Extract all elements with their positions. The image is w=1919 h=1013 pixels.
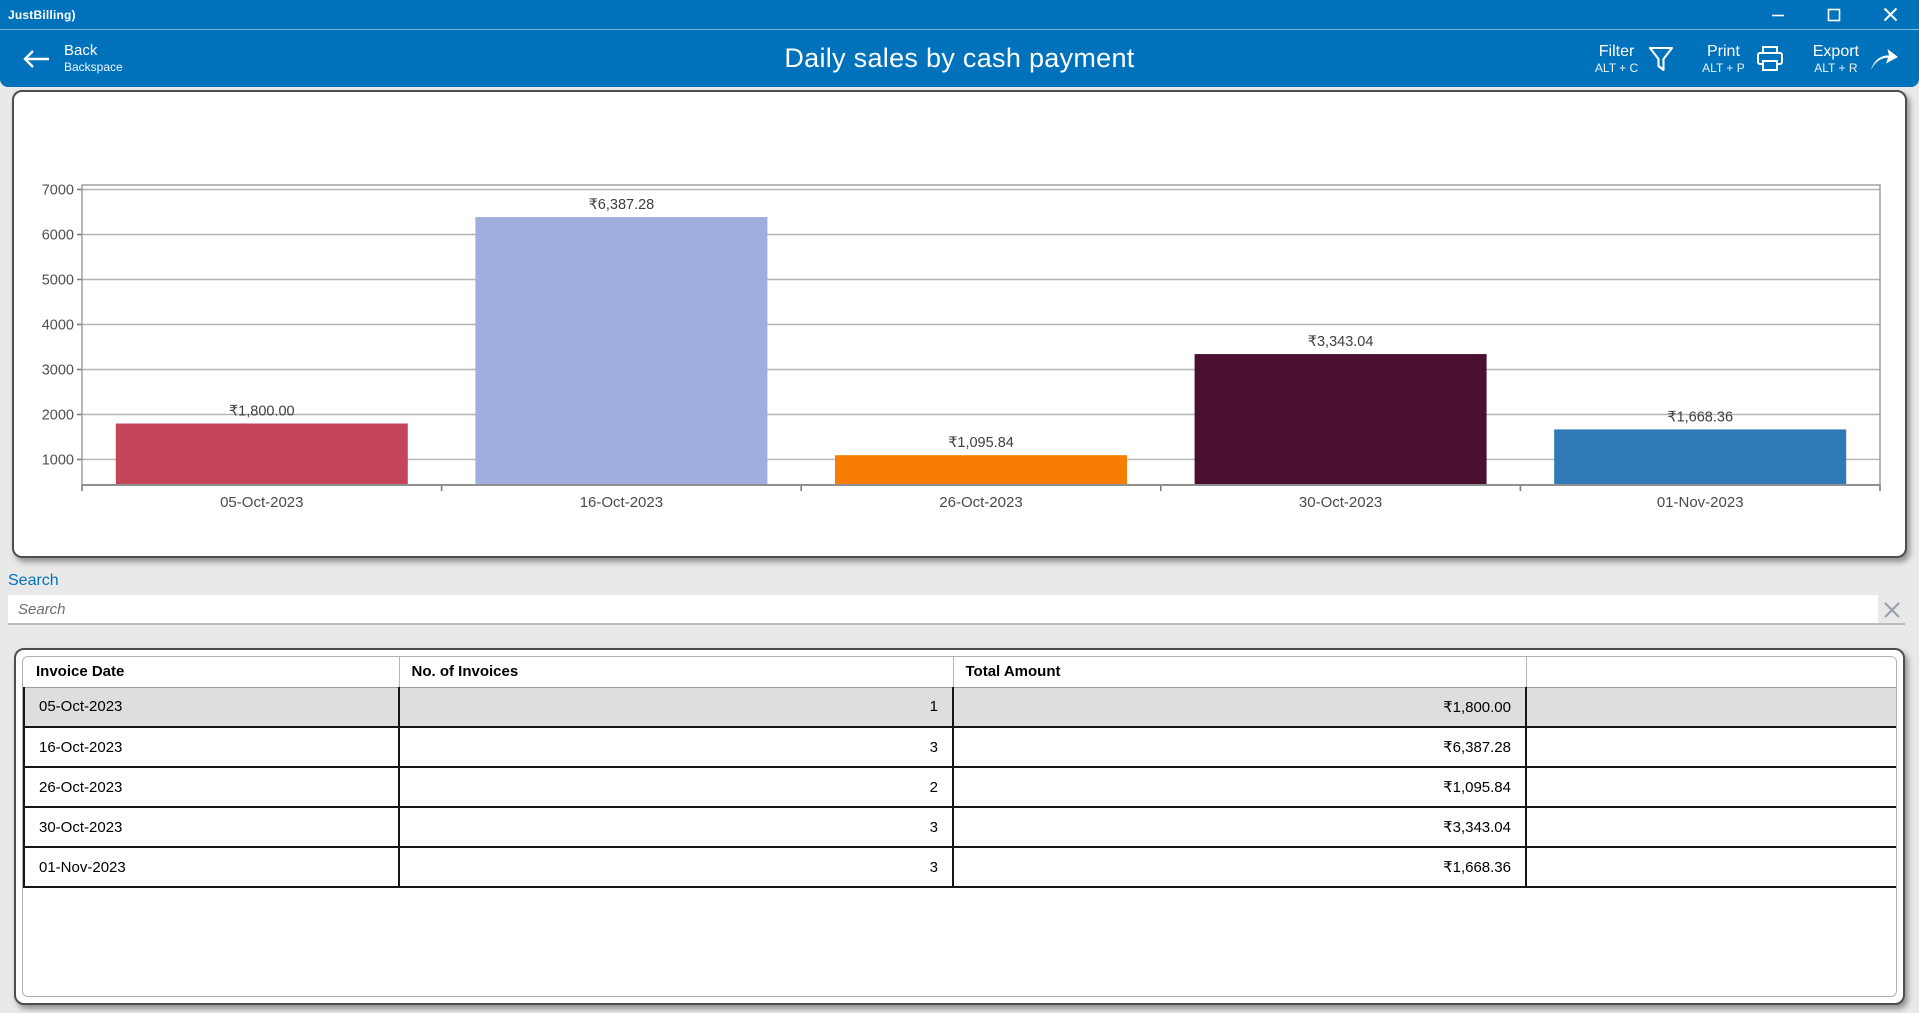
bar-01-Nov-2023[interactable] [1554,429,1847,485]
table-row[interactable]: 26-Oct-2023 2 ₹1,095.84 [23,767,1896,808]
col-header-invoice-date[interactable]: Invoice Date [24,657,400,688]
back-arrow-icon [23,49,49,68]
table-header-row: Invoice Date No. of Invoices Total Amoun… [24,657,1896,688]
results-table-border: Invoice Date No. of Invoices Total Amoun… [22,656,1897,997]
cell-date[interactable]: 26-Oct-2023 [23,767,400,808]
cell-empty[interactable] [1526,727,1896,768]
x-axis-label: 16-Oct-2023 [580,494,663,511]
table-row[interactable]: 30-Oct-2023 3 ₹3,343.04 [23,807,1896,848]
cell-amount[interactable]: ₹1,095.84 [953,767,1527,808]
header-actions: Filter ALT + C Print ALT + P [1585,30,1909,87]
svg-text:4000: 4000 [42,317,74,333]
bar-30-Oct-2023[interactable] [1194,354,1487,485]
search-input[interactable] [8,595,1878,623]
back-label: Back [64,42,98,59]
cell-invoices[interactable]: 1 [399,687,954,728]
print-label: Print [1707,42,1740,60]
cell-empty[interactable] [1526,687,1896,728]
bar-05-Oct-2023[interactable] [115,423,408,485]
printer-icon [1756,45,1783,71]
col-header-total-amount[interactable]: Total Amount [953,657,1527,688]
chart-card: 1000 2000 3000 4000 5000 6000 7000 ₹1,800.00 05-… [12,90,1907,558]
table-row[interactable]: 05-Oct-2023 1 ₹1,800.00 [23,687,1896,728]
search-bar [8,595,1905,625]
window-titlebar: JustBilling) [0,0,1919,30]
cell-date[interactable]: 30-Oct-2023 [23,807,400,848]
cell-invoices[interactable]: 3 [399,847,954,888]
bar-26-Oct-2023[interactable] [835,455,1127,485]
cell-invoices[interactable]: 2 [399,767,954,808]
close-icon [1883,7,1897,22]
filter-button[interactable]: Filter ALT + C [1585,38,1684,80]
cell-empty[interactable] [1526,767,1896,808]
bar-16-Oct-2023[interactable] [475,217,768,485]
svg-text:7000: 7000 [42,182,74,198]
bar-value-label: ₹1,668.36 [1667,409,1733,425]
maximize-icon [1827,8,1841,21]
cell-amount[interactable]: ₹6,387.28 [953,727,1527,768]
table-row[interactable]: 16-Oct-2023 3 ₹6,387.28 [23,727,1896,768]
results-table: Invoice Date No. of Invoices Total Amoun… [23,657,1896,888]
minimize-button[interactable] [1763,3,1793,27]
print-button[interactable]: Print ALT + P [1692,38,1795,80]
table-row[interactable]: 01-Nov-2023 3 ₹1,668.36 [23,847,1896,888]
clear-x-icon [1884,602,1900,618]
export-button[interactable]: Export ALT + R [1803,38,1909,80]
svg-text:1000: 1000 [42,452,74,468]
print-shortcut: ALT + P [1702,60,1745,75]
cell-amount[interactable]: ₹1,668.36 [953,847,1527,888]
search-section-label: Search [8,572,59,589]
bar-value-label: ₹6,387.28 [589,197,655,213]
svg-text:6000: 6000 [42,227,74,243]
search-clear-button[interactable] [1879,597,1905,623]
cell-amount[interactable]: ₹1,800.00 [953,687,1527,728]
window-controls [1763,3,1919,27]
cell-invoices[interactable]: 3 [399,727,954,768]
x-axis-label: 05-Oct-2023 [220,494,303,511]
maximize-button[interactable] [1819,3,1849,27]
back-button[interactable]: Back Backspace [0,42,260,75]
bar-value-label: ₹1,800.00 [229,403,295,419]
minimize-icon [1772,14,1784,16]
export-label: Export [1812,42,1859,60]
filter-label: Filter [1598,42,1635,60]
close-button[interactable] [1875,3,1905,27]
svg-text:3000: 3000 [42,362,74,378]
bar-value-label: ₹3,343.04 [1308,334,1374,350]
x-axis-label: 26-Oct-2023 [939,494,1022,511]
cell-date[interactable]: 05-Oct-2023 [23,687,400,728]
x-axis-label: 01-Nov-2023 [1657,494,1744,511]
cell-empty[interactable] [1526,847,1896,888]
app-logo: JustBilling) [8,7,76,22]
filter-shortcut: ALT + C [1594,60,1639,75]
cell-date[interactable]: 16-Oct-2023 [23,727,400,768]
cell-date[interactable]: 01-Nov-2023 [23,847,400,888]
export-icon [1871,48,1898,70]
app-header-bar: Back Backspace Daily sales by cash payme… [0,30,1919,87]
col-header-no-of-invoices[interactable]: No. of Invoices [399,657,954,688]
bar-chart: 1000 2000 3000 4000 5000 6000 7000 ₹1,800.00 05-… [42,182,1881,511]
back-shortcut: Backspace [64,60,123,74]
export-shortcut: ALT + R [1814,60,1858,75]
cell-invoices[interactable]: 3 [399,807,954,848]
x-axis-label: 30-Oct-2023 [1299,494,1382,511]
bar-value-label: ₹1,095.84 [948,435,1014,451]
svg-text:2000: 2000 [42,407,74,423]
col-header-empty [1526,657,1896,688]
svg-text:5000: 5000 [42,272,74,288]
results-table-card: Invoice Date No. of Invoices Total Amoun… [14,648,1905,1005]
cell-amount[interactable]: ₹3,343.04 [953,807,1527,848]
filter-icon [1649,46,1674,71]
cell-empty[interactable] [1526,807,1896,848]
